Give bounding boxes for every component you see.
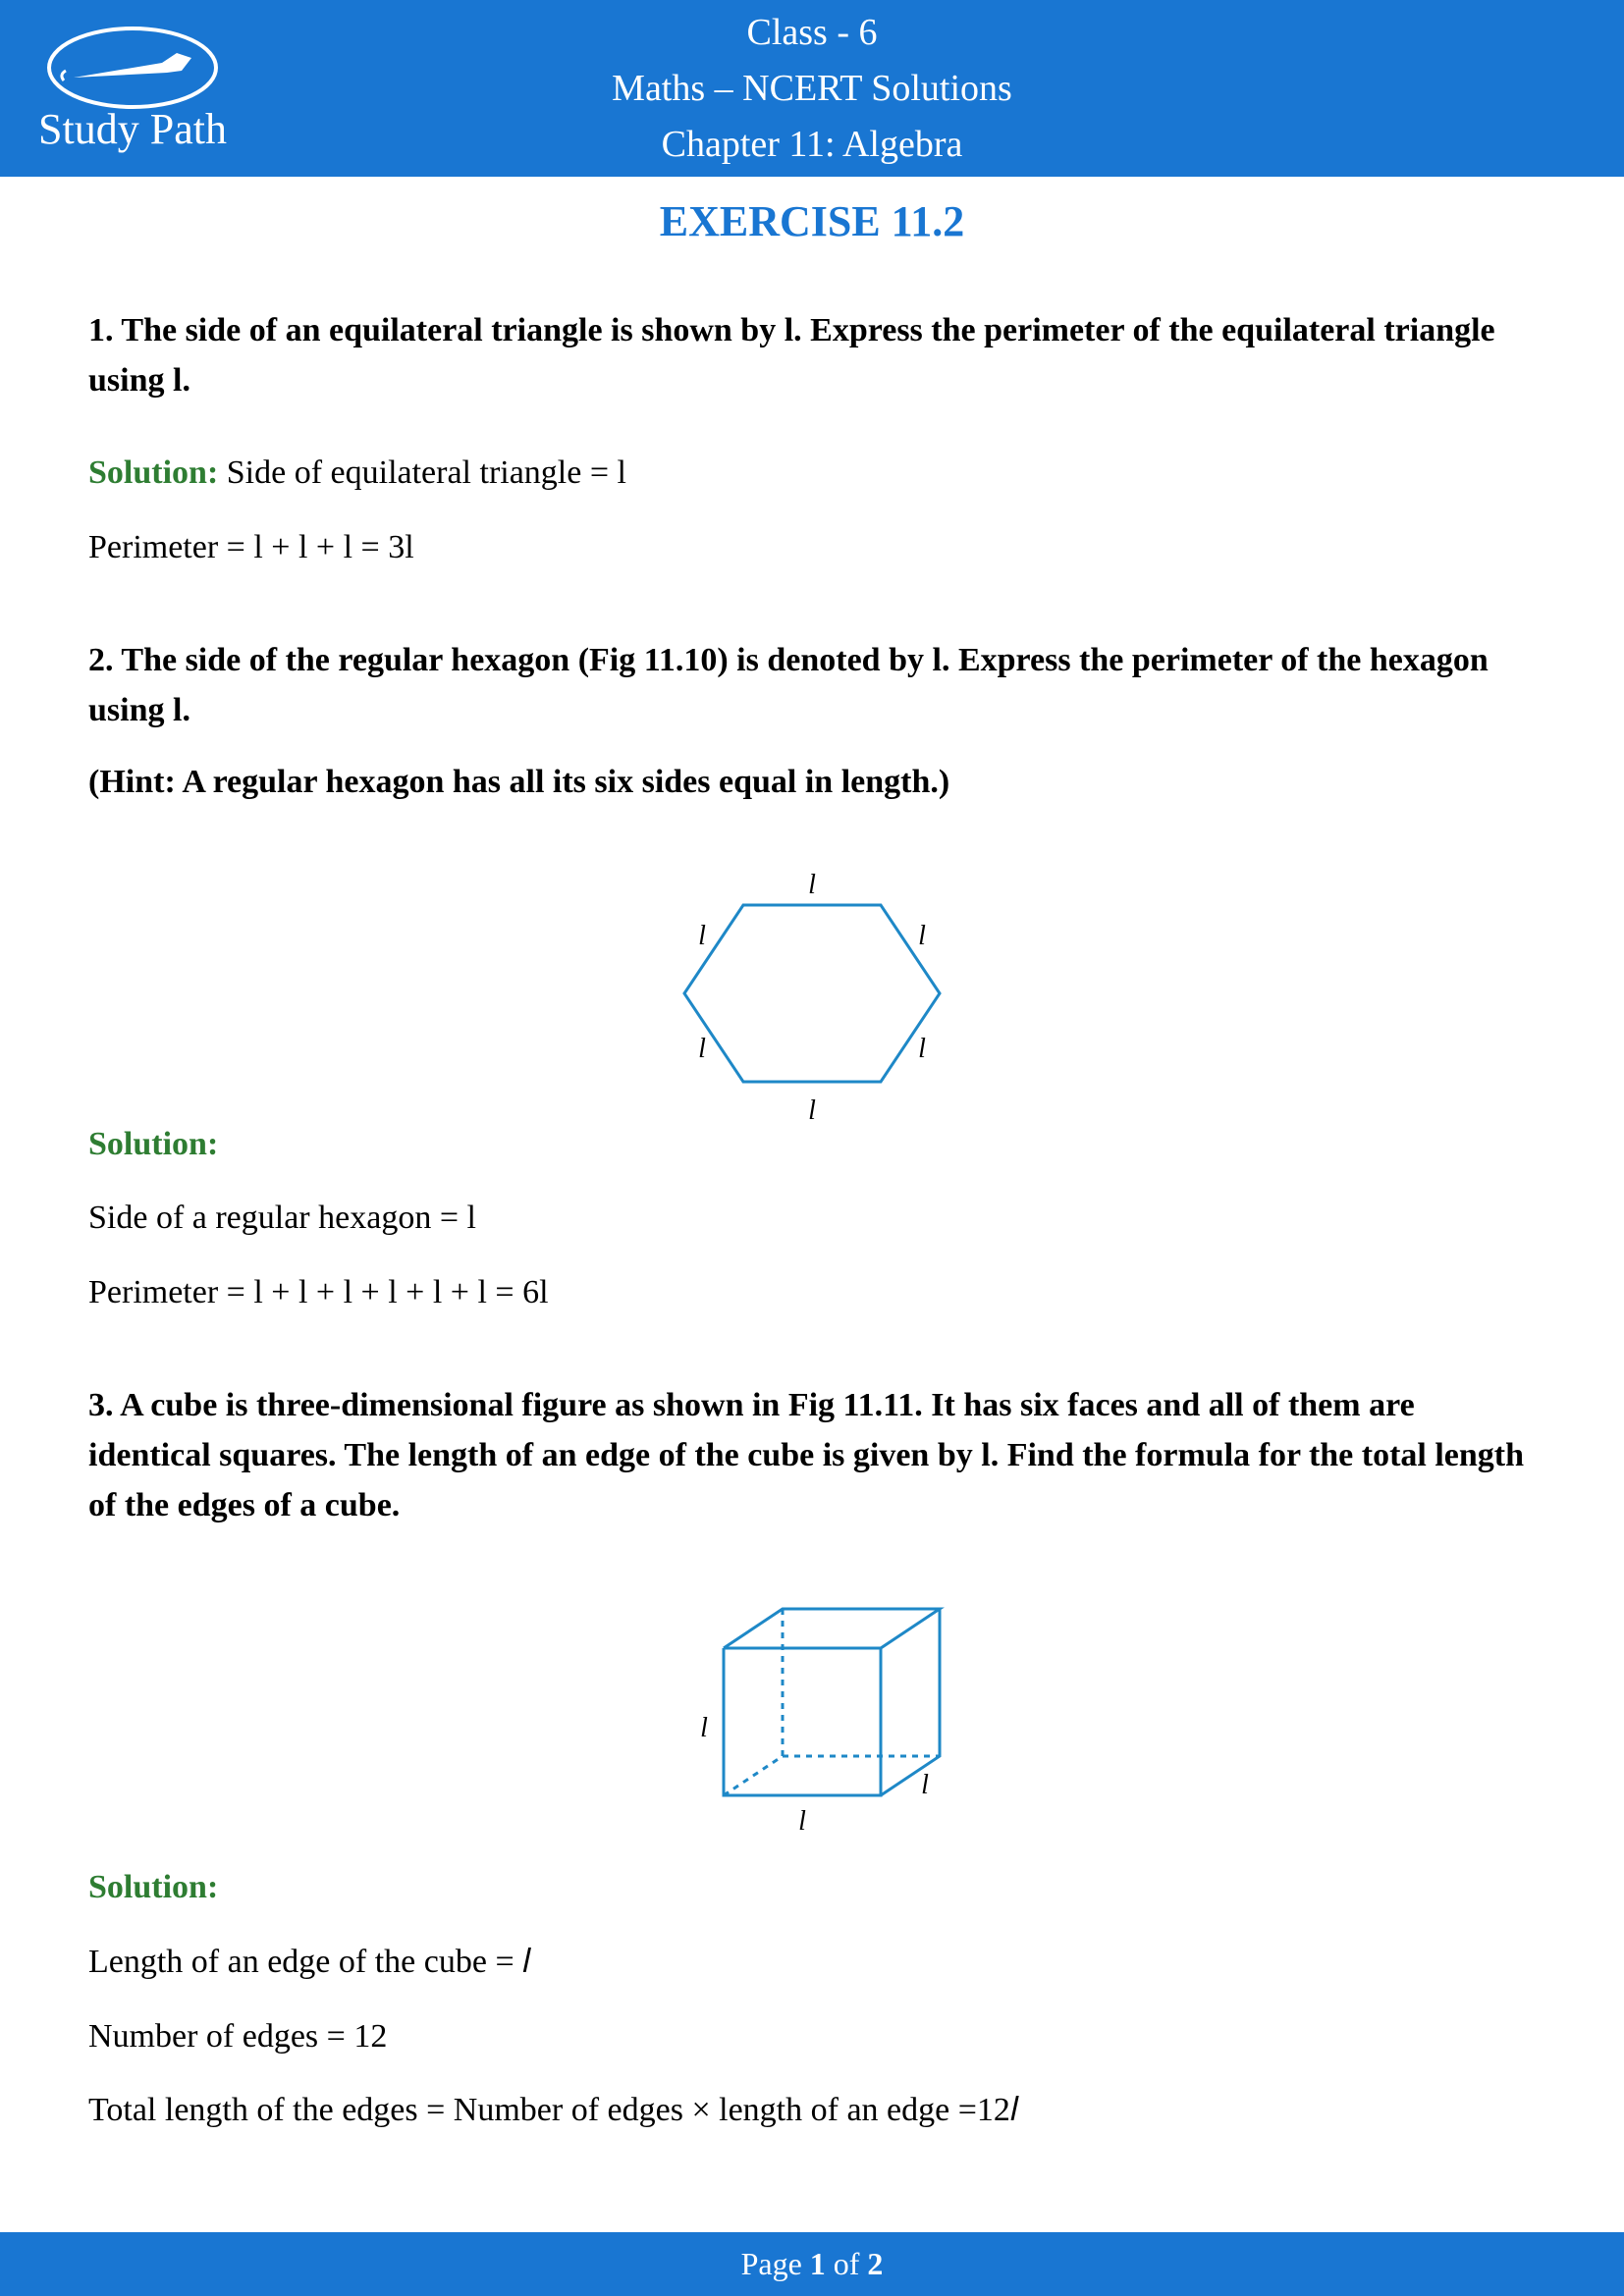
svg-text:l: l bbox=[808, 870, 816, 900]
header-line-2: Maths – NCERT Solutions bbox=[612, 61, 1012, 117]
q1-solution-line1: Solution: Side of equilateral triangle =… bbox=[88, 445, 1536, 502]
q1-line2: Perimeter = l + l + l = 3l bbox=[88, 519, 1536, 576]
q1-question: 1. The side of an equilateral triangle i… bbox=[88, 305, 1536, 405]
svg-text:l: l bbox=[698, 921, 706, 951]
svg-text:l: l bbox=[700, 1713, 708, 1743]
hexagon-icon: l l l l l l bbox=[635, 846, 989, 1141]
q3-line2: Number of edges = 12 bbox=[88, 2008, 1536, 2065]
svg-text:l: l bbox=[808, 1095, 816, 1126]
logo-text: Study Path bbox=[38, 104, 227, 154]
q1-solution-label: Solution: bbox=[88, 454, 218, 491]
logo: Study Path bbox=[29, 20, 236, 157]
q2-question: 2. The side of the regular hexagon (Fig … bbox=[88, 635, 1536, 735]
q2-line2: Perimeter = l + l + l + l + l + l = 6l bbox=[88, 1264, 1536, 1321]
pen-icon bbox=[44, 24, 221, 112]
page-content: EXERCISE 11.2 1. The side of an equilate… bbox=[0, 177, 1624, 2139]
q2-solution-label: Solution: bbox=[88, 1126, 218, 1162]
svg-text:l: l bbox=[918, 1034, 926, 1064]
q3-line1: Length of an edge of the cube = 𝑙 bbox=[88, 1934, 1536, 1991]
footer-prefix: Page bbox=[741, 2246, 810, 2281]
svg-text:l: l bbox=[921, 1770, 929, 1800]
cube-figure: l l l bbox=[88, 1570, 1536, 1869]
footer-current: 1 bbox=[810, 2246, 826, 2281]
svg-text:l: l bbox=[698, 1034, 706, 1064]
svg-text:l: l bbox=[798, 1806, 806, 1837]
header-line-3: Chapter 11: Algebra bbox=[612, 117, 1012, 173]
header-text: Class - 6 Maths – NCERT Solutions Chapte… bbox=[612, 5, 1012, 173]
cube-icon: l l l bbox=[635, 1570, 989, 1864]
hexagon-figure: l l l l l l bbox=[88, 846, 1536, 1146]
svg-text:l: l bbox=[918, 921, 926, 951]
q2-line1: Side of a regular hexagon = l bbox=[88, 1190, 1536, 1247]
page-footer: Page 1 of 2 bbox=[0, 2232, 1624, 2296]
page-header: Study Path Class - 6 Maths – NCERT Solut… bbox=[0, 0, 1624, 177]
exercise-title: EXERCISE 11.2 bbox=[88, 196, 1536, 246]
header-line-1: Class - 6 bbox=[612, 5, 1012, 61]
q3-question: 3. A cube is three-dimensional figure as… bbox=[88, 1380, 1536, 1530]
q1-line1-text: Side of equilateral triangle = l bbox=[218, 454, 626, 491]
q3-solution-label: Solution: bbox=[88, 1869, 218, 1905]
q2-hint: (Hint: A regular hexagon has all its six… bbox=[88, 757, 1536, 807]
q3-line3: Total length of the edges = Number of ed… bbox=[88, 2082, 1536, 2139]
footer-total: 2 bbox=[867, 2246, 883, 2281]
footer-mid: of bbox=[826, 2246, 868, 2281]
